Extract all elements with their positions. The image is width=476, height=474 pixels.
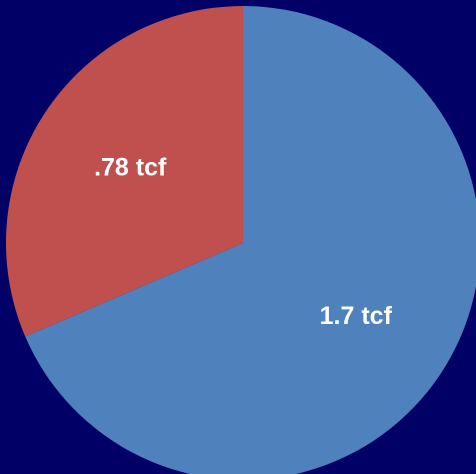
data-label: 1.7 tcf (320, 302, 393, 330)
pie-slice (25, 6, 476, 474)
data-label: .78 tcf (94, 153, 167, 181)
pie-slice (5, 6, 243, 337)
